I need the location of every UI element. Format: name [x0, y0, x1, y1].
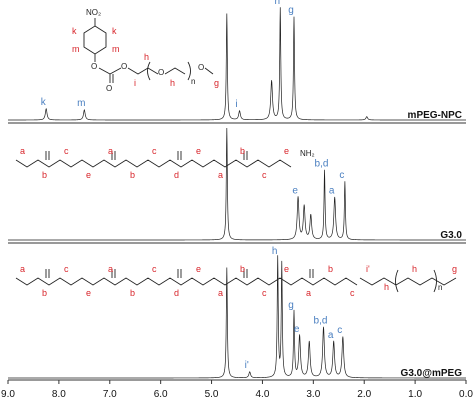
- peak-label-2-2: h: [272, 246, 278, 257]
- chain-letter: d: [174, 170, 179, 180]
- label-m-right: m: [112, 44, 120, 54]
- terminal-nh2: NH₂: [300, 149, 315, 158]
- chain-letter: b: [240, 146, 245, 156]
- chain-letter: a: [306, 288, 311, 298]
- chain-letter: d: [174, 288, 179, 298]
- methoxy-oxygen: O: [198, 63, 204, 72]
- chain-letter: a: [218, 288, 223, 298]
- peak-label-2-4: g: [288, 300, 294, 311]
- spectrum-line-1: [8, 127, 466, 241]
- chain-letter: e: [196, 264, 201, 274]
- peak-label-0-6: g: [288, 5, 294, 16]
- chain-backbone: [15, 159, 292, 168]
- label-g-struct: g: [452, 264, 457, 274]
- peak-label-2-5: e: [294, 324, 300, 335]
- label-h-2: h: [170, 78, 175, 88]
- chain-letter: b: [240, 264, 245, 274]
- label-h-struct-2: h: [412, 264, 417, 274]
- chain-letter: c: [152, 146, 157, 156]
- label-h-struct-1: h: [384, 282, 389, 292]
- spectra-layer: [8, 7, 466, 379]
- structure-g30: NH₂ a b c e a b c d e a b c e: [15, 146, 315, 180]
- x-tick-label-4: 5.0: [205, 389, 219, 400]
- carbonyl-oxygen: O: [106, 84, 112, 93]
- label-m-left: m: [72, 44, 80, 54]
- x-tick-label-3: 6.0: [154, 389, 168, 400]
- spectrum-line-2: [8, 255, 466, 379]
- chain-letter: c: [262, 170, 267, 180]
- chain-letter: a: [108, 264, 113, 274]
- repeat-n-2: n: [438, 283, 442, 292]
- x-tick-label-6: 3.0: [306, 389, 320, 400]
- label-g: g: [214, 78, 219, 88]
- x-tick-label-7: 2.0: [357, 389, 371, 400]
- structure-mpeg-npc: NO₂ O O O O n O: [83, 8, 214, 93]
- x-tick-label-8: 1.0: [408, 389, 422, 400]
- chain-letter: c: [350, 288, 355, 298]
- x-tick-label-5: 4.0: [255, 389, 269, 400]
- bracket-left: [395, 269, 399, 293]
- peak-label-2-7: b,d: [314, 316, 328, 327]
- chain-letter: e: [86, 288, 91, 298]
- series-label-g30: G3.0: [440, 230, 462, 241]
- chain-letter: c: [64, 264, 69, 274]
- no2-group: NO₂: [86, 8, 101, 17]
- label-i: i: [134, 78, 136, 88]
- peak-label-0-5: h: [275, 0, 281, 7]
- chain-letter: a: [20, 264, 25, 274]
- peak-label-1-6: c: [339, 170, 344, 181]
- label-h-1: h: [144, 52, 149, 62]
- ester-oxygen: O: [121, 62, 127, 71]
- x-tick-label-0: 9.0: [1, 389, 15, 400]
- structure-mpeg-npc-labels: k k m m i h h g: [72, 26, 219, 88]
- peg-tail: [359, 277, 457, 286]
- label-i-prime-struct: i': [366, 264, 370, 274]
- peak-label-2-1: i': [245, 360, 249, 371]
- repeat-n: n: [191, 77, 195, 86]
- chain-backbone: [15, 277, 358, 286]
- chain-letter: c: [64, 146, 69, 156]
- series-label-mpeg-npc: mPEG-NPC: [408, 110, 462, 121]
- chain-letter: b: [328, 264, 333, 274]
- spectrum-line-0: [8, 7, 466, 121]
- x-tick-label-1: 8.0: [52, 389, 66, 400]
- chain-letter: e: [284, 146, 289, 156]
- peg-oxygen: O: [158, 68, 164, 77]
- chain-letter: b: [42, 170, 47, 180]
- chain-letter: e: [284, 264, 289, 274]
- chain-letter: c: [152, 264, 157, 274]
- peak-label-1-4: b,d: [315, 159, 329, 170]
- chain-letter: e: [196, 146, 201, 156]
- chain-letter: b: [42, 288, 47, 298]
- x-tick-label-2: 7.0: [103, 389, 117, 400]
- peak-label-2-9: c: [337, 325, 342, 336]
- chain-letter: b: [130, 288, 135, 298]
- series-label-g30-mpeg: G3.0@mPEG: [401, 368, 463, 379]
- chain-letter: c: [262, 288, 267, 298]
- chain-letter: b: [130, 170, 135, 180]
- chain-letter: a: [20, 146, 25, 156]
- peak-label-0-1: m: [77, 98, 85, 109]
- chain-letter: a: [108, 146, 113, 156]
- peak-label-1-1: e: [292, 185, 298, 196]
- peak-label-2-8: a: [328, 330, 334, 341]
- structure-g30-mpeg: a b c e a b c d e a b c e a b c n i' h h g: [15, 264, 457, 298]
- x-tick-label-9: 0.0: [459, 389, 473, 400]
- chain-letter: a: [218, 170, 223, 180]
- label-k-left: k: [72, 26, 77, 36]
- chain-letter: e: [86, 170, 91, 180]
- peak-label-0-3: i: [235, 99, 237, 110]
- bracket-right: [433, 269, 437, 293]
- oxygen-atom: O: [91, 62, 97, 71]
- peak-label-1-5: a: [329, 185, 335, 196]
- x-axis: 9.0 8.0 7.0 6.0 5.0 4.0 3.0 2.0 1.0 0.0: [1, 380, 473, 400]
- peak-label-0-0: k: [41, 97, 47, 108]
- label-k-right: k: [112, 26, 117, 36]
